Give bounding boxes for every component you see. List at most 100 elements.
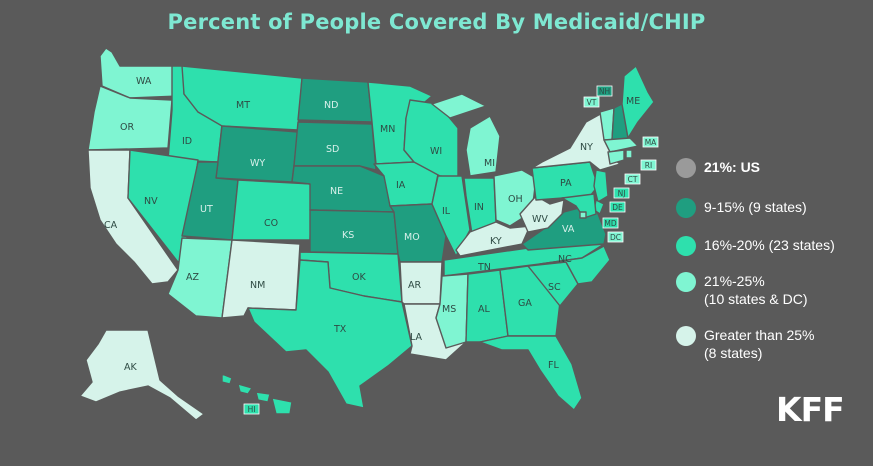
state-or[interactable] xyxy=(87,85,173,151)
legend-label-9-15: 9-15% (9 states) xyxy=(704,199,807,215)
legend-item-9-15: 9-15% (9 states) xyxy=(676,198,807,218)
state-tag-ma[interactable]: MA xyxy=(642,136,659,148)
state-tag-nh[interactable]: NH xyxy=(596,85,613,97)
state-tx[interactable] xyxy=(247,259,413,409)
state-tag-label-nh: NH xyxy=(599,87,610,96)
state-tag-ri[interactable]: RI xyxy=(640,159,657,171)
state-label-wi: WI xyxy=(430,146,442,157)
state-label-oh: OH xyxy=(508,194,523,205)
state-tag-label-de: DE xyxy=(612,203,623,212)
state-label-sd: SD xyxy=(326,144,339,155)
state-label-ak: AK xyxy=(124,362,137,373)
state-ma[interactable] xyxy=(603,137,639,153)
state-label-mo: MO xyxy=(404,232,420,243)
state-md[interactable] xyxy=(561,193,597,219)
legend-label-21-25: 21%-25% (10 states & DC) xyxy=(704,273,808,307)
state-ky[interactable] xyxy=(455,221,531,257)
state-label-co: CO xyxy=(264,218,278,229)
legend-swatch-9-15 xyxy=(676,198,696,218)
state-dc[interactable] xyxy=(579,211,587,219)
state-label-ny: NY xyxy=(580,142,593,153)
state-label-nd: ND xyxy=(324,100,338,111)
state-label-wv: WV xyxy=(532,214,548,225)
state-label-sc: SC xyxy=(548,282,561,293)
state-me[interactable] xyxy=(621,65,655,139)
state-label-ar: AR xyxy=(408,280,421,291)
legend-label-over-25: Greater than 25% (8 states) xyxy=(704,327,815,361)
state-label-wy: WY xyxy=(250,158,265,169)
state-tag-box-nj xyxy=(613,187,630,199)
state-label-ne: NE xyxy=(330,186,343,197)
state-tag-box-hi xyxy=(243,403,260,415)
state-label-mi: MI xyxy=(484,158,495,169)
legend-item-21-25: 21%-25% (10 states & DC) xyxy=(676,272,807,308)
state-label-fl: FL xyxy=(548,360,559,371)
map-title: Percent of People Covered By Medicaid/CH… xyxy=(167,10,706,34)
state-tag-label-nj: NJ xyxy=(618,189,626,198)
state-ga[interactable] xyxy=(499,265,561,337)
legend-swatch-21-25 xyxy=(676,272,696,292)
state-sd[interactable] xyxy=(293,121,377,171)
kff-logo: KFF xyxy=(776,390,845,429)
legend-item-us: 21%: US xyxy=(676,158,760,178)
state-label-al: AL xyxy=(478,304,490,315)
state-tag-ct[interactable]: CT xyxy=(624,173,641,185)
legend-swatch-us xyxy=(676,158,696,178)
state-label-mt: MT xyxy=(236,100,250,111)
state-tag-box-vt xyxy=(583,96,600,108)
legend-swatch-over-25 xyxy=(676,326,696,346)
state-label-la: LA xyxy=(410,332,423,343)
state-label-nm: NM xyxy=(250,280,265,291)
state-label-mn: MN xyxy=(380,124,395,135)
state-mi[interactable] xyxy=(431,93,501,177)
state-label-me: ME xyxy=(626,96,640,107)
state-tag-label-hi: HI xyxy=(248,405,256,414)
legend-item-over-25: Greater than 25% (8 states) xyxy=(676,326,815,362)
state-tag-box-ct xyxy=(624,173,641,185)
state-tag-label-vt: VT xyxy=(587,98,597,107)
state-tag-dc[interactable]: DC xyxy=(607,231,624,243)
legend-label-16-20: 16%-20% (23 states) xyxy=(704,237,835,253)
state-label-pa: PA xyxy=(560,178,572,189)
legend-swatch-16-20 xyxy=(676,236,696,256)
state-ri[interactable] xyxy=(625,149,633,159)
state-label-tx: TX xyxy=(333,324,347,335)
state-il[interactable] xyxy=(431,175,471,257)
state-tag-label-dc: DC xyxy=(610,233,621,242)
state-label-ky: KY xyxy=(490,236,502,247)
state-nc[interactable] xyxy=(539,245,611,285)
state-tag-md[interactable]: MD xyxy=(602,217,619,229)
state-tag-label-ri: RI xyxy=(645,161,652,170)
state-tag-nj[interactable]: NJ xyxy=(613,187,630,199)
state-tag-label-ct: CT xyxy=(628,175,638,184)
state-ak[interactable] xyxy=(79,329,205,421)
state-tag-hi[interactable]: HI xyxy=(243,403,260,415)
state-tag-box-md xyxy=(602,217,619,229)
state-label-ca: CA xyxy=(104,220,118,231)
legend-item-16-20: 16%-20% (23 states) xyxy=(676,236,835,256)
state-hi[interactable] xyxy=(221,373,293,415)
state-label-nc: NC xyxy=(558,254,572,265)
state-label-ia: IA xyxy=(396,180,406,191)
state-label-ms: MS xyxy=(442,304,456,315)
state-label-nv: NV xyxy=(144,196,158,207)
state-label-ut: UT xyxy=(200,204,213,215)
state-tag-de[interactable]: DE xyxy=(609,201,626,213)
state-label-tn: TN xyxy=(477,262,491,273)
state-ct[interactable] xyxy=(607,149,625,165)
state-tag-box-ri xyxy=(640,159,657,171)
state-fl[interactable] xyxy=(479,335,583,411)
state-label-in: IN xyxy=(474,202,484,213)
state-tag-box-dc xyxy=(607,231,624,243)
state-nj[interactable] xyxy=(593,169,609,203)
state-tag-box-nh xyxy=(596,85,613,97)
state-label-ga: GA xyxy=(518,298,532,309)
state-tag-vt[interactable]: VT xyxy=(583,96,600,108)
state-label-va: VA xyxy=(562,224,575,235)
state-label-il: IL xyxy=(442,206,451,217)
state-tag-box-ma xyxy=(642,136,659,148)
state-tag-label-ma: MA xyxy=(645,138,657,147)
state-tag-box-de xyxy=(609,201,626,213)
